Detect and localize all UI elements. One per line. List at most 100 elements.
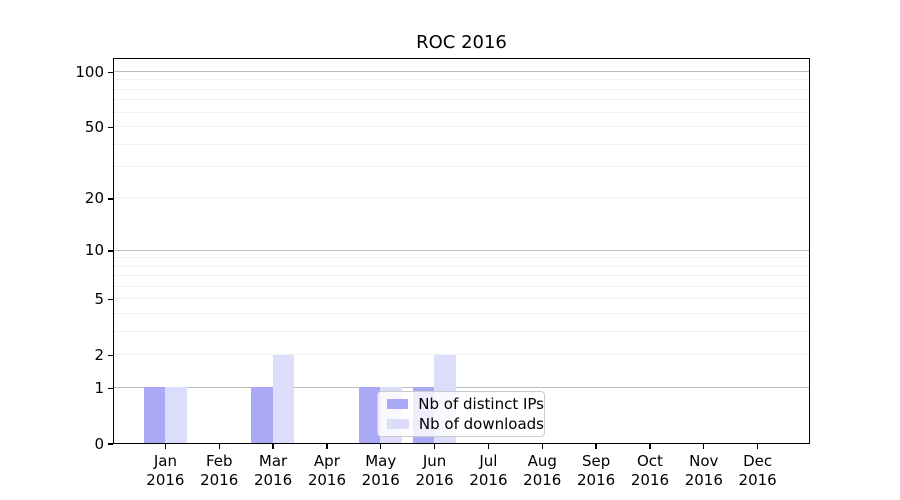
x-tick-year: 2016 [253,470,293,489]
x-tick-mark [595,444,597,449]
x-tick-label: May 2016 [349,452,413,489]
legend-item-distinct-ips: Nb of distinct IPs [387,394,544,413]
chart-title: ROC 2016 [416,32,507,53]
y-gridline-major [114,71,809,73]
x-tick-year: 2016 [307,470,346,489]
bar-layer [114,59,809,443]
x-tick-mark [487,444,490,449]
x-tick-year: 2016 [146,470,185,489]
y-gridline-minor [114,312,809,314]
y-tick-label: 1 [94,378,104,397]
x-tick-label: Jul 2016 [456,452,520,489]
y-tick-label: 20 [84,189,104,208]
y-gridline-minor [114,330,809,332]
y-gridline-minor [114,354,809,356]
x-tick-year: 2016 [523,470,562,489]
x-tick-month: Nov [689,452,719,470]
x-tick-year: 2016 [200,470,239,489]
x-tick-label: Oct 2016 [618,452,682,489]
x-tick-mark [218,444,220,449]
x-tick-month: Jan [153,452,177,470]
legend-swatch-distinct-ips [387,399,409,409]
y-gridline-major [114,249,809,251]
legend-label-downloads: Nb of downloads [418,414,544,433]
bar-downloads [272,354,295,443]
bar-downloads [165,387,187,443]
x-tick-mark [541,444,543,449]
x-tick-label: Aug 2016 [510,452,574,489]
x-tick-mark [756,444,759,449]
x-tick-month: May [365,452,397,470]
y-tick-label: 0 [94,434,104,453]
legend-item-downloads: Nb of downloads [387,414,544,433]
x-tick-month: Jun [422,452,447,470]
bar-distinct-ips [358,387,381,443]
y-tick-mark [108,387,113,389]
y-gridline-minor [114,257,809,259]
y-tick-mark [108,354,113,357]
x-tick-month: Sep [581,452,611,470]
x-tick-mark [433,444,436,449]
y-tick-mark [108,299,113,301]
x-tick-year: 2016 [361,470,400,489]
x-tick-year: 2016 [630,470,670,489]
x-tick-month: Feb [205,452,233,470]
x-tick-month: Apr [313,452,340,470]
x-tick-mark [164,444,167,449]
bar-distinct-ips [251,387,273,443]
legend: Nb of distinct IPs Nb of downloads [377,391,545,437]
x-tick-mark [272,444,274,449]
y-gridline-minor [114,275,809,277]
x-tick-year: 2016 [738,470,777,489]
legend-swatch-downloads [387,419,409,429]
y-gridline-minor [114,285,809,287]
x-tick-label: Jun 2016 [403,452,467,489]
y-gridline-major [114,386,809,388]
x-tick-year: 2016 [469,470,508,489]
x-tick-label: Nov 2016 [672,452,736,489]
y-tick-mark [108,126,113,129]
y-gridline-minor [114,265,809,267]
plot-area: Nb of distinct IPs Nb of downloads [113,58,810,444]
y-gridline-minor [114,166,809,168]
y-tick-mark [108,71,113,74]
y-tick-label: 100 [75,63,104,82]
x-tick-label: Apr 2016 [295,452,359,489]
y-tick-mark [108,250,113,252]
x-tick-month: Jul [479,452,498,470]
y-gridline-minor [114,126,809,128]
x-tick-mark [703,444,705,449]
y-gridline-minor [114,143,809,145]
x-tick-label: Dec 2016 [726,452,790,489]
y-gridline-minor [114,79,809,81]
x-tick-year: 2016 [684,470,723,489]
y-gridline-minor [114,99,809,101]
x-tick-month: Aug [527,452,557,470]
x-tick-label: Feb 2016 [187,452,251,489]
y-tick-label: 50 [84,118,104,137]
x-tick-mark [649,444,651,449]
y-tick-mark [108,198,113,200]
x-tick-label: Sep 2016 [564,452,628,489]
x-tick-month: Dec [743,452,773,470]
y-tick-label: 5 [94,290,104,309]
x-tick-year: 2016 [415,470,454,489]
x-tick-year: 2016 [577,470,616,489]
x-tick-month: Oct [636,452,663,470]
x-tick-mark [326,444,328,449]
y-tick-label: 10 [84,241,104,260]
y-gridline-minor [114,111,809,113]
grid-layer [114,59,809,443]
y-gridline-minor [114,298,809,300]
y-gridline-minor [114,197,809,199]
bar-distinct-ips [143,387,166,443]
y-gridline-minor [114,88,809,90]
y-tick-mark [108,443,113,445]
y-tick-label: 2 [94,346,104,365]
x-tick-mark [380,444,382,449]
x-tick-month: Mar [258,452,288,470]
x-tick-label: Jan 2016 [133,452,197,489]
legend-label-distinct-ips: Nb of distinct IPs [418,394,544,413]
x-tick-label: Mar 2016 [241,452,305,489]
